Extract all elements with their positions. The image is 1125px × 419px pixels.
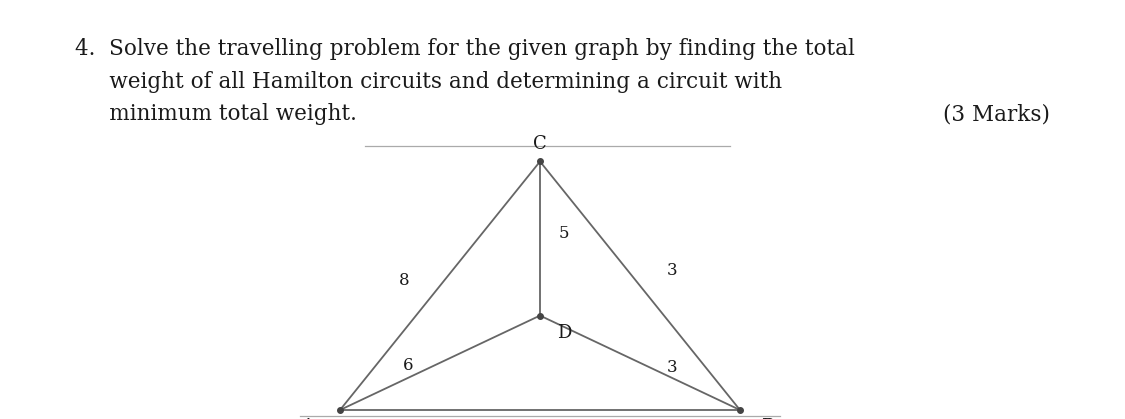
- Text: 4.  Solve the travelling problem for the given graph by finding the total: 4. Solve the travelling problem for the …: [75, 38, 855, 60]
- Text: 3: 3: [667, 359, 677, 376]
- Text: (3 Marks): (3 Marks): [943, 103, 1050, 125]
- Text: 8: 8: [398, 272, 410, 289]
- Text: weight of all Hamilton circuits and determining a circuit with: weight of all Hamilton circuits and dete…: [75, 70, 782, 93]
- Text: 5: 5: [559, 225, 569, 242]
- Text: 3: 3: [667, 262, 677, 279]
- Text: D: D: [557, 324, 572, 342]
- Text: C: C: [533, 135, 547, 153]
- Text: 6: 6: [403, 357, 413, 374]
- Text: minimum total weight.: minimum total weight.: [75, 103, 357, 125]
